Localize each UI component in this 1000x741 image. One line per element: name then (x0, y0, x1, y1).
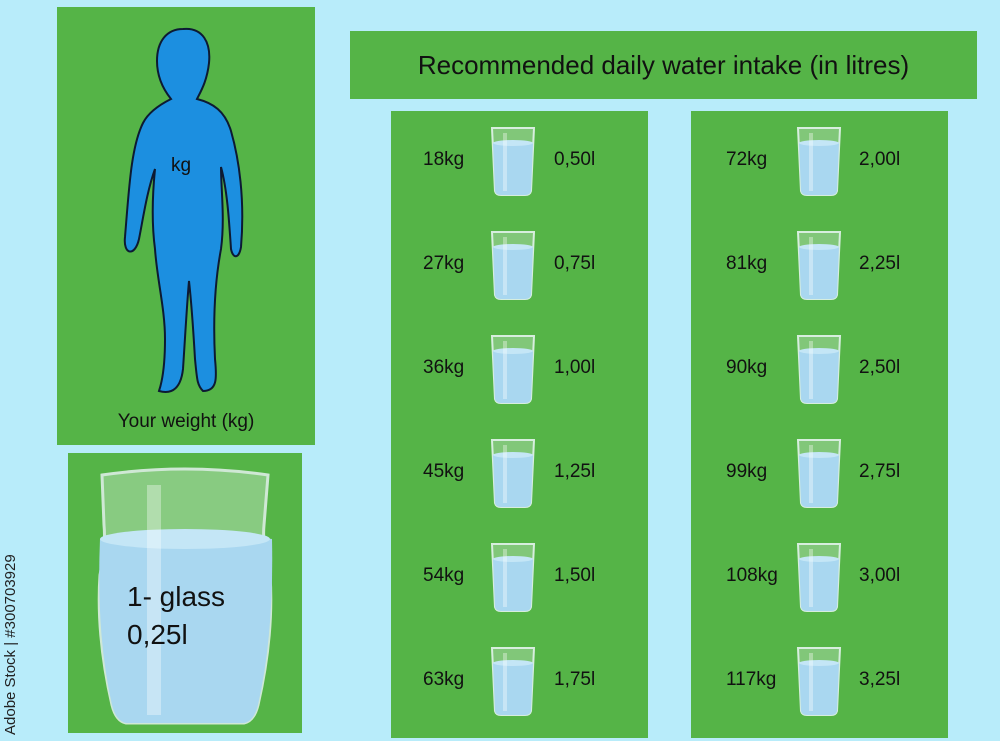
intake-row: 36kg 1,00l (391, 329, 648, 409)
intake-row: 81kg 2,25l (691, 225, 948, 305)
litres-value: 2,75l (859, 461, 901, 482)
intake-row: 27kg 0,75l (391, 225, 648, 305)
weight-caption: Your weight (kg) (117, 411, 255, 432)
water-glass-icon (795, 541, 843, 618)
water-glass-icon (795, 437, 843, 514)
water-glass-icon (489, 437, 537, 514)
intake-row: 18kg 0,50l (391, 121, 648, 201)
water-glass-icon (489, 125, 537, 202)
litres-value: 3,00l (859, 565, 901, 586)
weight-value: 45kg (423, 461, 465, 482)
water-glass-icon (489, 333, 537, 410)
weight-value: 81kg (726, 253, 768, 274)
intake-column-left: 18kg 0,50l 27kg 0,75l 36kg 1,00l 45kg 1,25l 54kg… (391, 111, 648, 738)
water-glass-icon (795, 229, 843, 306)
litres-value: 1,25l (554, 461, 596, 482)
weight-value: 90kg (726, 357, 768, 378)
weight-value: 36kg (423, 357, 465, 378)
glass-panel: 1- glass 0,25l (68, 453, 302, 733)
kg-label: kg (171, 155, 192, 176)
water-glass-icon (489, 541, 537, 618)
intake-row: 99kg 2,75l (691, 433, 948, 513)
water-glass-icon (489, 645, 537, 722)
glass-volume-label: 0,25l (127, 619, 188, 650)
litres-value: 1,00l (554, 357, 596, 378)
weight-value: 18kg (423, 149, 465, 170)
litres-value: 2,00l (859, 149, 901, 170)
intake-row: 90kg 2,50l (691, 329, 948, 409)
page-title: Recommended daily water intake (in litre… (417, 49, 910, 80)
water-glass-icon (795, 333, 843, 410)
weight-value: 27kg (423, 253, 465, 274)
intake-row: 54kg 1,50l (391, 537, 648, 617)
weight-value: 117kg (726, 669, 777, 690)
weight-value: 72kg (726, 149, 768, 170)
intake-row: 117kg 3,25l (691, 641, 948, 721)
glass-count-label: 1- glass (127, 581, 226, 612)
litres-value: 0,75l (554, 253, 596, 274)
litres-value: 2,50l (859, 357, 901, 378)
large-glass-icon (97, 467, 273, 725)
weight-value: 99kg (726, 461, 768, 482)
title-bar: Recommended daily water intake (in litre… (350, 31, 977, 99)
water-glass-icon (795, 645, 843, 722)
weight-value: 108kg (726, 565, 778, 586)
stock-id-label: Adobe Stock | #300703929 (2, 554, 19, 735)
weight-value: 54kg (423, 565, 465, 586)
water-glass-icon (795, 125, 843, 202)
weight-value: 63kg (423, 669, 465, 690)
intake-row: 72kg 2,00l (691, 121, 948, 201)
litres-value: 0,50l (554, 149, 596, 170)
intake-row: 45kg 1,25l (391, 433, 648, 513)
water-glass-icon (489, 229, 537, 306)
litres-value: 2,25l (859, 253, 901, 274)
litres-value: 3,25l (859, 669, 901, 690)
person-silhouette-icon (123, 27, 244, 393)
person-panel: kg Your weight (kg) (57, 7, 315, 445)
intake-row: 108kg 3,00l (691, 537, 948, 617)
litres-value: 1,75l (554, 669, 596, 690)
intake-column-right: 72kg 2,00l 81kg 2,25l 90kg 2,50l 99kg 2,75l 108k… (691, 111, 948, 738)
litres-value: 1,50l (554, 565, 596, 586)
intake-row: 63kg 1,75l (391, 641, 648, 721)
